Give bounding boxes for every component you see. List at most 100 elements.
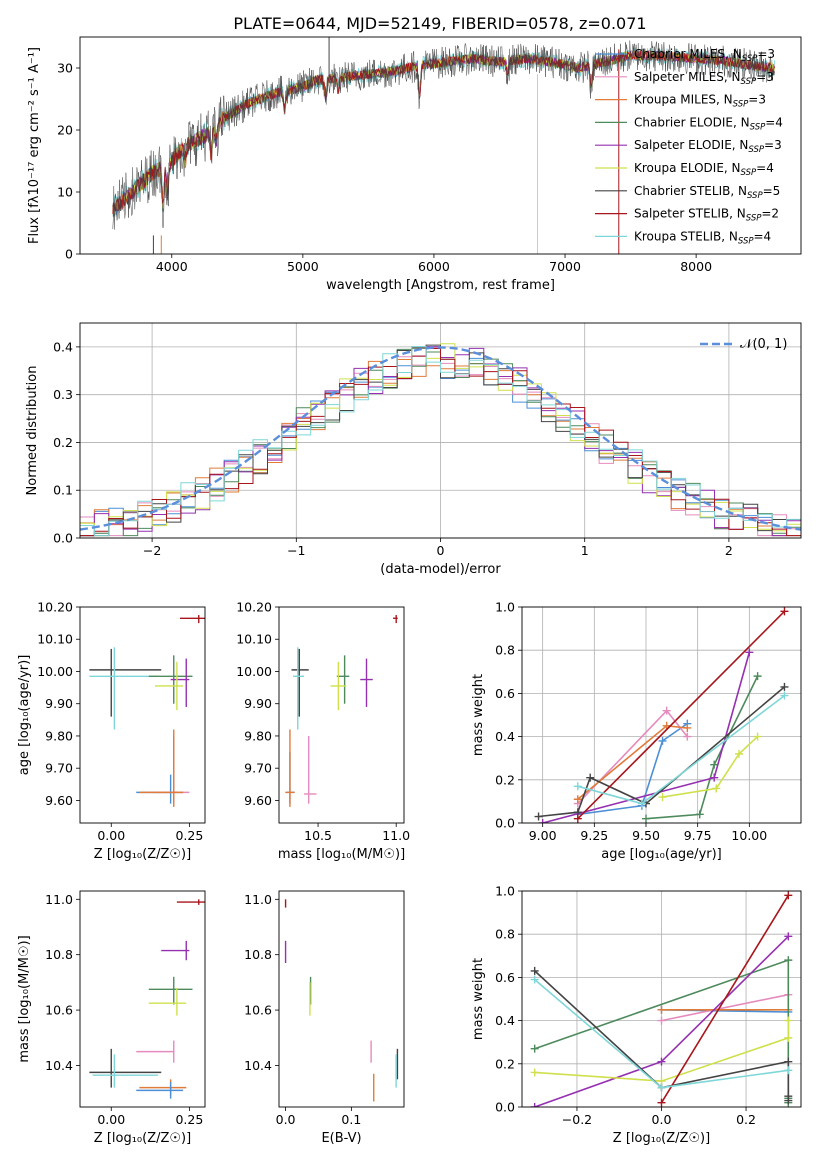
errorbar-point: [170, 658, 190, 707]
plus-marker: [538, 819, 547, 823]
errorbar-point: [139, 729, 184, 807]
x-tick-label: 0.25: [175, 828, 203, 843]
y-axis-label: Normed distribution: [25, 366, 40, 496]
y-tick-label: 0.4: [53, 339, 73, 354]
y-tick-label: 0.2: [53, 435, 73, 450]
plus-marker: [657, 1005, 666, 1014]
series-line: [538, 648, 754, 823]
plot-area: [284, 899, 399, 1102]
x-axis-label: Z [log₁₀(Z/Z☉)]: [94, 847, 191, 862]
legend-entry-subscript: SSP: [747, 191, 763, 201]
y-tick-label: 0.4: [495, 1013, 515, 1028]
x-tick-label: 0.1: [341, 1112, 361, 1127]
errorbar-point: [89, 1048, 162, 1088]
plus-marker: [657, 1098, 666, 1107]
plus-marker: [735, 749, 743, 758]
x-axis-label: E(B-V): [321, 1131, 361, 1146]
legend-entry-label: Kroupa STELIB, N: [634, 229, 738, 243]
axes-frame: [278, 606, 405, 824]
plus-marker: [530, 1103, 539, 1107]
y-tick-label: 0.6: [495, 970, 515, 985]
axes-frame: [79, 890, 206, 1108]
x-tick-label: 11.0: [382, 828, 410, 843]
legend-entry-subscript: SSP: [733, 100, 749, 110]
panel-spectrum: 4000 5000 6000 7000 8000 0 10 20 30 wavelength [A…: [27, 36, 802, 293]
errorbar-point: [92, 1054, 159, 1088]
errorbar-point: [148, 987, 187, 1016]
axes-frame: [79, 36, 802, 255]
legend-entry-subscript: SSP: [741, 77, 757, 87]
x-tick-label: 0.0: [276, 1112, 296, 1127]
legend-entry: Kroupa MILES, NSSP=3: [634, 93, 766, 110]
series-line: [530, 966, 793, 1105]
y-tick-label: 9.70: [45, 761, 73, 776]
plus-marker: [780, 607, 789, 616]
axes-frame: [79, 322, 802, 539]
plus-marker: [780, 691, 789, 700]
legend-entry: Chabrier ELODIE, NSSP=4: [634, 115, 783, 132]
series-path: [577, 610, 786, 820]
series-line: [573, 719, 692, 819]
x-tick-label: 5000: [287, 259, 319, 274]
y-tick-label: 0.6: [495, 686, 515, 701]
panel-mass_weight_vs_Z: −0.2 0.0 0.2 0.0 0.2 0.4 0.6 0.8 1.0 Z [log₁₀(Z/Z…: [471, 884, 802, 1146]
y-axis-label: mass weight: [471, 674, 486, 756]
legend-entry-count: =3: [748, 93, 766, 107]
y-axis-label: mass [log₁₀(M/M☉)]: [17, 935, 32, 1062]
x-tick-label: −1: [287, 543, 305, 558]
y-tick-label: 10.8: [45, 947, 73, 962]
legend-entry-count: =5: [763, 184, 781, 198]
legend-entry-label: Kroupa MILES, N: [634, 93, 733, 107]
y-tick-label: 10.6: [45, 1003, 73, 1018]
legend-entry: Salpeter ELODIE, NSSP=3: [634, 138, 782, 155]
y-tick-label: 1.0: [495, 884, 515, 899]
x-tick-label: 10.5: [304, 828, 332, 843]
legend-entry-subscript: SSP: [746, 214, 762, 224]
y-tick-label: 9.90: [45, 696, 73, 711]
y-tick-label: 10.6: [244, 1003, 272, 1018]
y-tick-label: 10.20: [37, 600, 73, 615]
y-tick-label: 0.1: [53, 483, 73, 498]
plus-marker: [657, 1083, 666, 1092]
y-tick-label: 0: [65, 247, 73, 262]
x-axis-label: mass [log₁₀(M/M☉)]: [278, 847, 405, 862]
errorbar-point: [136, 1040, 175, 1063]
y-tick-label: 20: [57, 123, 73, 138]
y-tick-label: 10.4: [244, 1058, 272, 1073]
plus-marker: [710, 773, 719, 782]
errorbar-point: [180, 615, 205, 624]
series-line: [658, 732, 762, 802]
plus-marker: [780, 682, 789, 691]
plus-marker: [784, 932, 793, 941]
y-tick-label: 9.60: [45, 793, 73, 808]
plus-marker: [637, 799, 646, 808]
x-tick-label: 0.0: [652, 1112, 672, 1127]
errorbar-point: [330, 661, 347, 711]
y-tick-label: 0.8: [495, 927, 515, 942]
axes-frame: [521, 606, 802, 824]
legend-entry: Kroupa STELIB, NSSP=4: [634, 229, 771, 246]
legend-entry-count: =3: [757, 47, 775, 61]
series-path: [534, 1020, 790, 1082]
legend-entry-label: Kroupa ELODIE, N: [634, 161, 741, 175]
plus-marker: [710, 760, 719, 769]
spectrum-line: [112, 40, 775, 230]
legend-entry-subscript: SSP: [742, 54, 758, 64]
x-tick-label: 9.75: [684, 828, 712, 843]
plus-marker: [658, 793, 667, 802]
plus-marker: [683, 732, 692, 741]
histogram-step: [80, 346, 801, 537]
legend-entry: Salpeter STELIB, NSSP=2: [634, 207, 779, 224]
plus-marker: [657, 1057, 666, 1066]
series-line: [573, 607, 789, 823]
y-tick-label: 11.0: [45, 892, 73, 907]
legend-entry-label: Salpeter STELIB, N: [634, 207, 746, 221]
errorbar-point: [293, 647, 304, 730]
plus-marker: [530, 966, 539, 975]
legend-entry-count: =3: [764, 138, 782, 152]
x-axis-label: age [log₁₀(age/yr)]: [601, 847, 722, 862]
legend-entry-label: Chabrier ELODIE, N: [634, 115, 750, 129]
x-tick-label: −0.2: [562, 1112, 592, 1127]
plus-marker: [530, 975, 539, 984]
x-tick-label: 6000: [418, 259, 450, 274]
